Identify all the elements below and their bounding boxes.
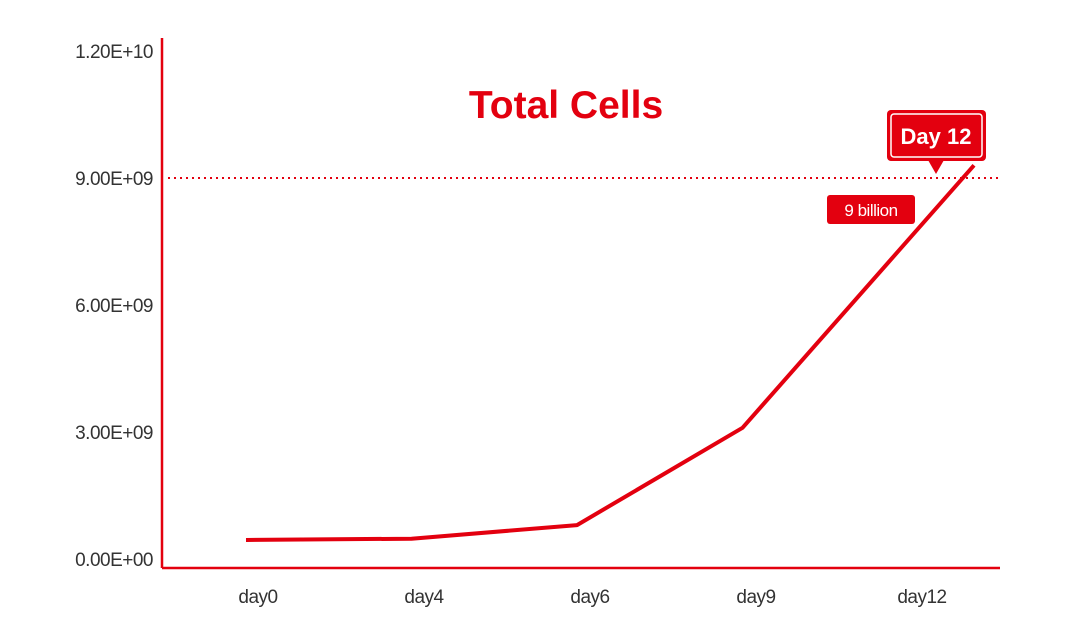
x-tick-label: day12	[897, 587, 946, 608]
badge-label: 9 billion	[844, 201, 897, 220]
y-tick-label: 6.00E+09	[75, 296, 153, 317]
data-points	[245, 165, 975, 541]
x-tick-label: day0	[238, 587, 277, 608]
callout-pointer	[928, 160, 944, 174]
x-tick-label: day6	[570, 587, 609, 608]
x-tick-label: day4	[404, 587, 444, 608]
x-tick-label: day9	[736, 587, 775, 608]
y-tick-label: 9.00E+09	[75, 169, 153, 190]
badge-box	[827, 195, 915, 224]
y-tick-labels: 0.00E+00 3.00E+09 6.00E+09 9.00E+09 1.20E+10	[75, 42, 153, 571]
callout-outer-box	[887, 110, 986, 161]
x-tick-labels: day0 day4 day6 day9 day12	[238, 587, 947, 608]
nine-billion-badge: 9 billion	[827, 195, 915, 224]
chart-title: Total Cells	[469, 84, 663, 127]
y-tick-label: 3.00E+09	[75, 423, 153, 444]
callout-inner-border	[890, 113, 983, 158]
y-tick-label: 1.20E+10	[75, 42, 153, 63]
day12-callout: Day 12	[887, 110, 986, 174]
callout-label: Day 12	[901, 124, 972, 149]
y-tick-label: 0.00E+00	[75, 550, 153, 571]
